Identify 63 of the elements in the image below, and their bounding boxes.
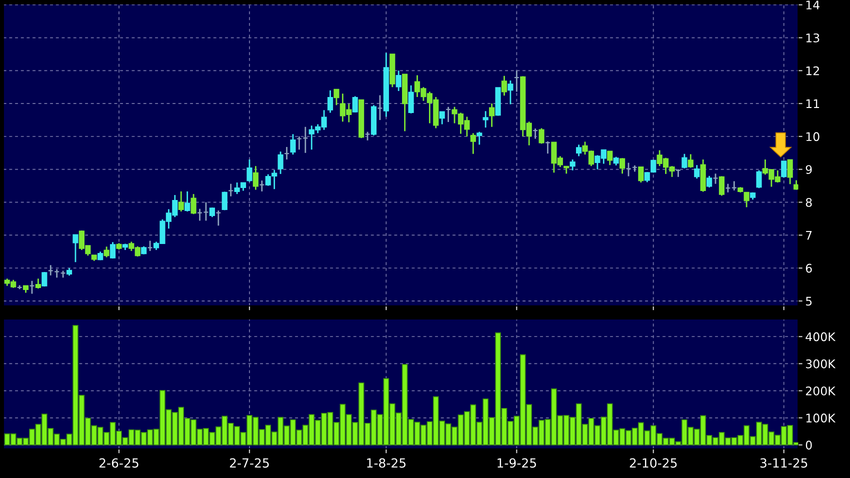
candlestick — [538, 128, 544, 144]
y-tick-label: 100K — [806, 414, 836, 422]
candlestick — [682, 153, 688, 170]
y-tick-label: 13 — [806, 33, 820, 42]
x-tick-label: 2-6-25 — [99, 458, 138, 468]
candlestick — [570, 158, 576, 172]
x-tick-label: 3-11-25 — [760, 458, 808, 468]
candlestick — [501, 75, 508, 96]
y-tick-label: 5 — [806, 296, 812, 306]
candlestick — [744, 192, 750, 208]
candlestick — [607, 150, 613, 166]
candlestick — [439, 111, 445, 125]
y-tick-label: 200K — [806, 386, 836, 396]
candlestick — [252, 165, 258, 190]
y-tick-label: 14 — [806, 0, 820, 10]
candlestick — [482, 110, 488, 128]
candlestick — [408, 84, 414, 114]
y-tick-label: 9 — [806, 165, 812, 174]
candlestick — [327, 90, 334, 114]
candlestick — [793, 180, 798, 190]
x-tick-label: 2-10-25 — [630, 458, 677, 468]
candlestick — [290, 133, 296, 156]
candlestick — [688, 154, 694, 168]
x-tick-label: 2-7-25 — [230, 458, 269, 468]
y-tick-label: 6 — [806, 264, 812, 273]
candlestick — [718, 176, 725, 196]
candlestick — [694, 164, 700, 180]
candlestick — [706, 175, 712, 188]
candlestick — [470, 132, 476, 155]
candlestick — [620, 157, 626, 174]
y-tick-label: 7 — [806, 231, 812, 240]
y-tick-label: 12 — [806, 66, 819, 76]
candlestick — [787, 159, 793, 185]
candlestick — [222, 191, 228, 211]
candlestick — [246, 158, 252, 183]
candlestick — [476, 131, 482, 146]
candlestick — [334, 88, 340, 106]
candlestick — [209, 206, 215, 218]
y-tick-label: 8 — [806, 198, 812, 207]
candlestick — [508, 80, 514, 105]
candlestick — [178, 190, 184, 212]
x-tick-label: 1-8-25 — [367, 458, 406, 468]
candlestick — [72, 234, 78, 263]
candlestick — [576, 144, 582, 157]
candlestick — [278, 150, 284, 175]
candlestick — [781, 160, 787, 178]
y-tick-label: 300K — [806, 359, 836, 368]
candlestick — [104, 246, 110, 258]
x-tick-label: 1-9-25 — [498, 458, 536, 468]
y-tick-label: 10 — [806, 132, 820, 142]
candlestick — [110, 241, 116, 260]
y-tick-label: 11 — [806, 99, 820, 108]
candlestick — [184, 190, 190, 212]
candlestick — [638, 166, 644, 184]
candlestick — [35, 278, 41, 290]
candlestick — [352, 96, 358, 114]
candlestick — [756, 170, 762, 189]
y-tick-label: 400K — [806, 332, 836, 342]
candlestick — [396, 70, 402, 92]
candlestick — [489, 102, 495, 128]
y-tick-label: 0 — [806, 440, 812, 450]
candlestick — [190, 193, 196, 215]
candlestick — [42, 271, 48, 288]
